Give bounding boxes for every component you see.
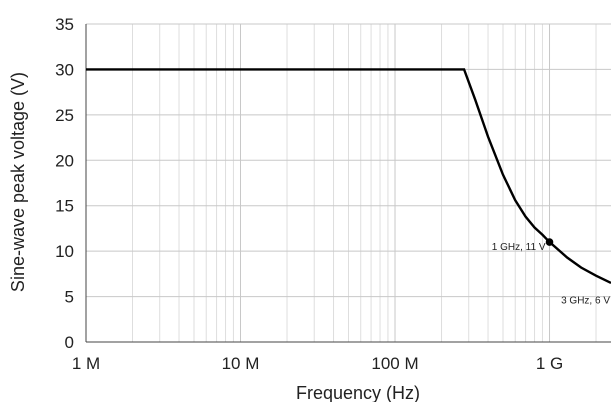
x-tick-label: 1 M	[72, 354, 100, 373]
grid	[85, 23, 611, 343]
y-tick-label: 20	[55, 151, 74, 170]
y-tick-label: 35	[55, 15, 74, 34]
y-tick-label: 10	[55, 242, 74, 261]
series	[86, 68, 611, 285]
axes	[85, 24, 611, 343]
x-tick-label: 1 G	[536, 354, 563, 373]
x-tick-label: 10 M	[222, 354, 260, 373]
data-point-marker	[545, 238, 554, 246]
y-tick-label: 0	[65, 333, 74, 352]
voltage-curve	[86, 68, 611, 285]
annotation-label: 3 GHz, 6 V	[561, 295, 610, 306]
x-axis-title: Frequency (Hz)	[296, 383, 420, 402]
y-axis-title: Sine-wave peak voltage (V)	[8, 72, 28, 292]
y-tick-label: 15	[55, 197, 74, 216]
annotation-label: 1 GHz, 11 V	[492, 242, 546, 253]
y-tick-label: 30	[55, 60, 74, 79]
x-tick-label: 100 M	[371, 354, 418, 373]
y-tick-label: 25	[55, 106, 74, 125]
annotations: 1 GHz, 11 V 3 GHz, 6 V	[492, 238, 610, 306]
y-tick-label: 5	[65, 288, 74, 307]
y-tick-labels: 0 5 10 15 20 25 30 35	[55, 15, 74, 352]
x-tick-labels: 1 M 10 M 100 M 1 G	[72, 354, 563, 373]
